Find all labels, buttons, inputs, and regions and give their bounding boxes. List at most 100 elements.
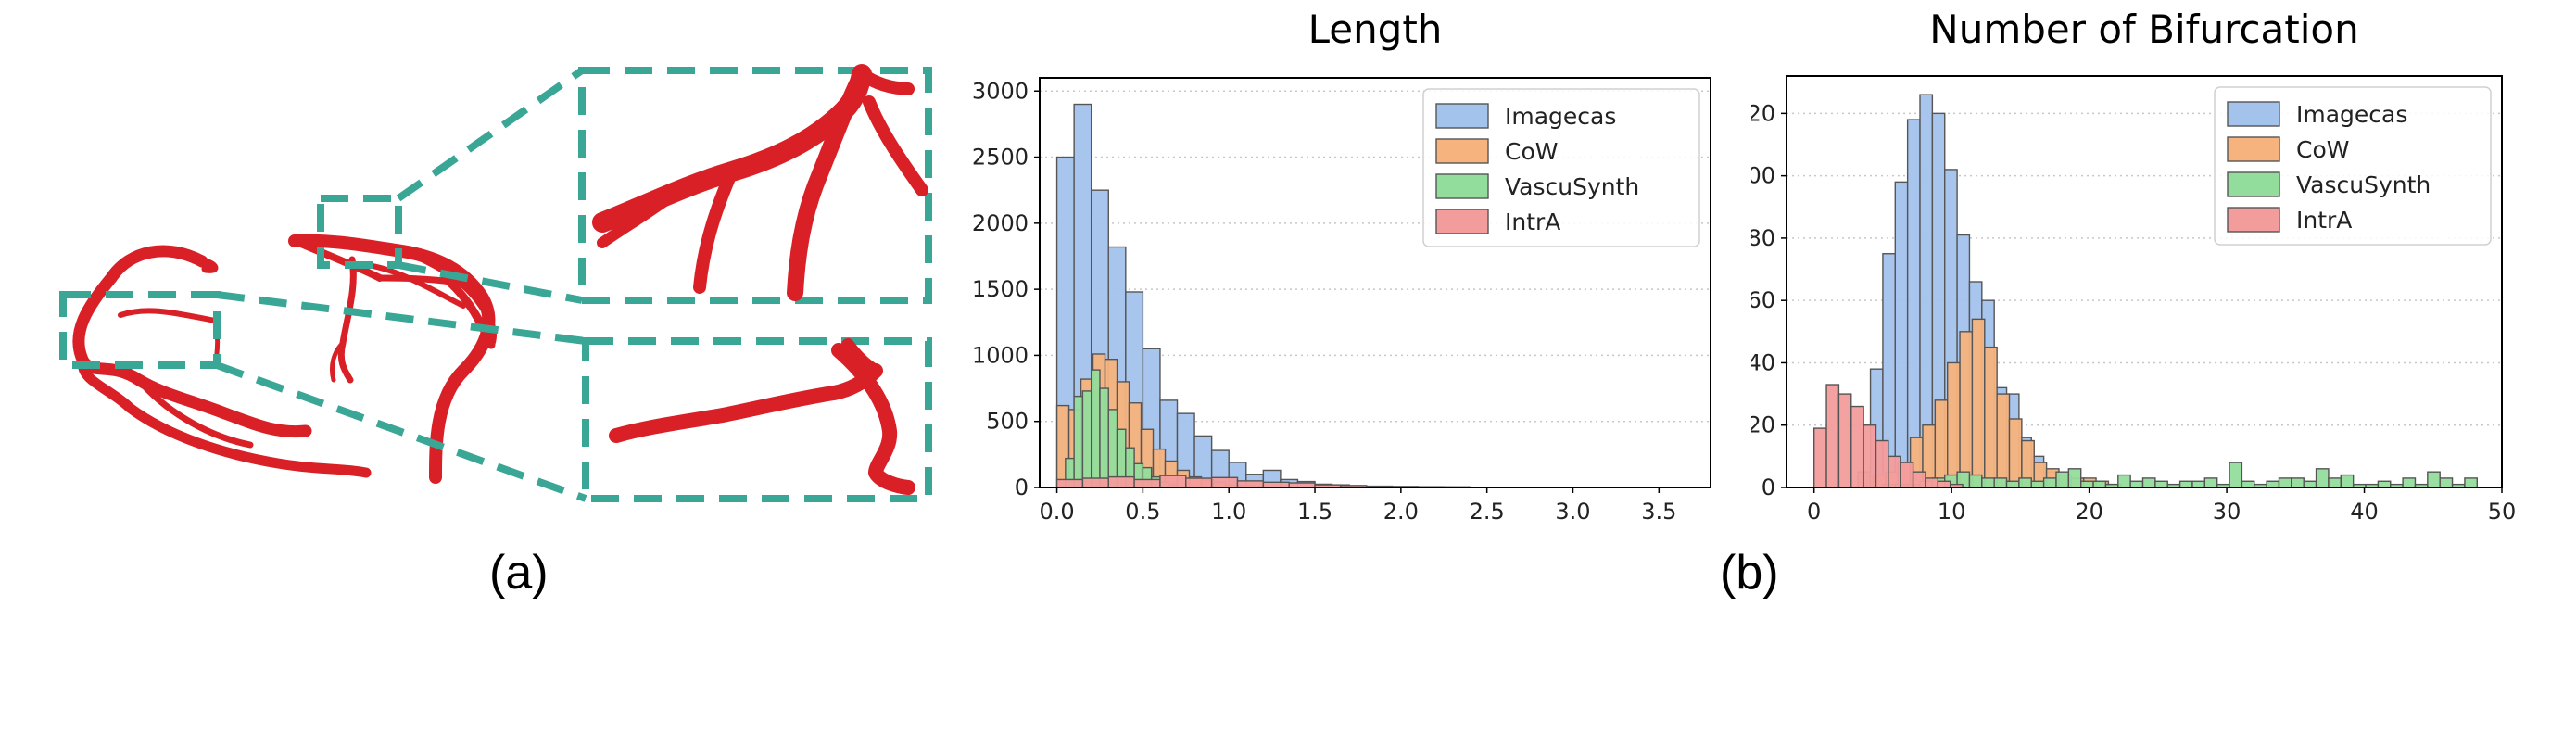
x-tick-label: 0.0: [1039, 499, 1074, 525]
histogram-bar: [2129, 480, 2144, 488]
histogram-bar: [1888, 455, 1901, 488]
histogram-bar: [1107, 409, 1118, 488]
y-tick-label: 20: [1751, 412, 1775, 438]
histogram-bar: [2042, 477, 2057, 488]
legend-label: CoW: [2296, 136, 2349, 163]
histogram-bar: [1107, 475, 1135, 488]
histogram-bar: [1900, 462, 1914, 488]
histogram-bar: [1906, 119, 1921, 488]
histogram-bar: [1937, 480, 1951, 488]
x-tick-label: 10: [1938, 499, 1966, 525]
histogram-bar: [2005, 480, 2020, 488]
legend-swatch: [1435, 173, 1489, 199]
x-tick-label: 1.0: [1211, 499, 1246, 525]
x-tick-label: 3.0: [1555, 499, 1590, 525]
caption-b: (b): [1720, 546, 1779, 600]
histogram-bar: [2092, 480, 2107, 488]
histogram-bar: [2402, 477, 2417, 488]
vessel-illustration: [59, 64, 932, 502]
plot-frame: [1039, 77, 1711, 488]
y-tick-label: 120: [1751, 100, 1775, 126]
histogram-bar: [1081, 477, 1109, 488]
histogram-bar: [2154, 480, 2168, 488]
y-tick-label: 100: [1751, 163, 1775, 189]
x-tick-label: 40: [2350, 499, 2379, 525]
histogram-bar: [1959, 331, 1974, 488]
histogram-bar: [1133, 478, 1161, 488]
legend-label: Imagecas: [1505, 103, 1616, 130]
histogram-bar: [2291, 477, 2305, 488]
x-tick-label: 0: [1807, 499, 1821, 525]
histogram-bar: [1925, 477, 1939, 488]
histogram-bar: [2018, 477, 2032, 488]
legend-label: IntrA: [1505, 209, 1560, 235]
histogram-bar: [2427, 471, 2441, 488]
legend-label: VascuSynth: [1505, 173, 1639, 200]
histogram-bar: [1825, 384, 1840, 488]
x-tick-label: 30: [2213, 499, 2241, 525]
histogram-bar: [2266, 480, 2280, 488]
legend-label: Imagecas: [2296, 101, 2407, 128]
legend-swatch: [1435, 209, 1489, 234]
histogram-bar: [1996, 393, 2011, 488]
legend-label: VascuSynth: [2296, 171, 2431, 198]
bifurcation-histogram: Number of Bifurcation 0 10 20 30 40 50 0 20 40 60 8…: [1751, 6, 2517, 525]
caption-a: (a): [489, 546, 549, 600]
y-tick-label: 500: [986, 409, 1029, 435]
legend-swatch: [2227, 136, 2280, 162]
histogram-bar: [2030, 480, 2045, 488]
histogram-bar: [1185, 477, 1213, 488]
histogram-bar: [2141, 477, 2156, 488]
histogram-bar: [1946, 361, 1961, 488]
histogram-bar: [1090, 369, 1101, 488]
histogram-bar: [2439, 477, 2454, 488]
histogram-bar: [1912, 471, 1926, 488]
histogram-bar: [2008, 418, 2023, 488]
histogram-bar: [1971, 318, 1986, 488]
histogram-bar: [2241, 480, 2255, 488]
histogram-bar: [1850, 405, 1864, 488]
x-tick-label: 50: [2488, 499, 2517, 525]
y-tick-label: 60: [1751, 287, 1775, 313]
y-tick-label: 0: [1015, 475, 1029, 500]
histogram-bar: [1894, 181, 1909, 488]
x-tick-label: 0.5: [1125, 499, 1160, 525]
histogram-bar: [2315, 468, 2330, 488]
x-tick-label: 2.5: [1470, 499, 1505, 525]
x-tick-label: 3.5: [1641, 499, 1676, 525]
histogram-bar: [1812, 427, 1827, 488]
chart-title: Number of Bifurcation: [1929, 6, 2358, 52]
histogram-bar: [1875, 439, 1889, 488]
histogram-bar: [1236, 480, 1265, 488]
x-tick-label: 1.5: [1297, 499, 1332, 525]
y-tick-label: 80: [1751, 225, 1775, 251]
histogram-bar: [1968, 474, 1983, 488]
histogram-bar: [1837, 393, 1852, 488]
histogram-bar: [2178, 480, 2193, 488]
histogram-bar: [1055, 478, 1084, 488]
series-vascusynth: [1882, 462, 2478, 488]
legend-swatch: [2227, 101, 2280, 127]
histogram-bar: [2191, 480, 2206, 488]
legend: Imagecas CoW VascuSynth IntrA: [1422, 88, 1700, 247]
plot-frame: [1786, 75, 2503, 488]
histogram-bar: [2340, 474, 2355, 488]
histogram-bar: [1981, 477, 1995, 488]
chart-title: Length: [1308, 6, 1443, 52]
legend-label: CoW: [1505, 138, 1558, 165]
histogram-bar: [2328, 477, 2342, 488]
histogram-bar: [1073, 395, 1084, 488]
length-histogram: Length 0.0 0.5 1.0 1.5 2.0 2.5 3.0 3.5 0 500 1000 15…: [972, 6, 1711, 525]
histogram-bar: [2203, 477, 2218, 488]
histogram-bar: [2229, 462, 2243, 488]
histogram-bar: [1099, 387, 1109, 488]
histogram-bar: [1993, 477, 2008, 488]
y-tick-label: 2000: [972, 210, 1029, 236]
histogram-bar: [2464, 477, 2478, 488]
y-tick-label: 2500: [972, 145, 1029, 171]
legend-box: [1422, 88, 1700, 247]
legend-swatch: [1435, 103, 1489, 129]
y-tick-label: 3000: [972, 78, 1029, 104]
y-tick-label: 0: [1762, 475, 1775, 500]
histogram-bar: [2080, 480, 2094, 488]
